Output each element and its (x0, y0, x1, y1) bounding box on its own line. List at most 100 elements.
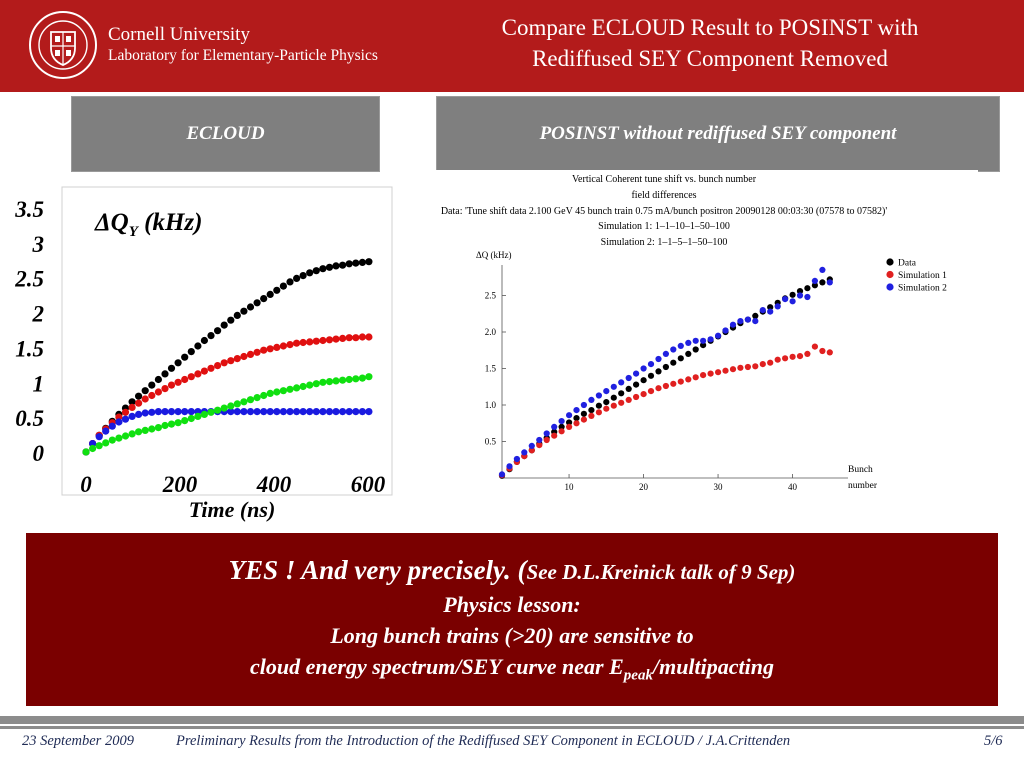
ecloud-xlabel: Time (ns) (189, 497, 276, 522)
posinst-data-point (804, 350, 811, 357)
posinst-data-point (566, 419, 573, 426)
ecloud-data-point (253, 299, 261, 307)
posinst-data-point (655, 368, 662, 375)
cornell-seal-icon (29, 11, 97, 79)
posinst-data-point (566, 412, 573, 419)
ecloud-data-point (227, 357, 235, 365)
ecloud-data-point (332, 335, 340, 343)
posinst-data-point (543, 430, 550, 437)
posinst-subtitle: field differences (631, 190, 696, 201)
ecloud-data-point (181, 353, 189, 361)
posinst-data-description: Data: 'Tune shift data 2.100 GeV 45 bunc… (441, 206, 888, 217)
posinst-data-point (729, 321, 737, 328)
ecloud-ytick-label: 2 (32, 302, 45, 327)
posinst-data-point (670, 359, 677, 366)
posinst-data-point (826, 279, 833, 286)
ecloud-data-point (286, 408, 294, 416)
posinst-data-point (618, 390, 625, 397)
ecloud-data-point (332, 408, 340, 416)
ecloud-data-point (306, 408, 314, 416)
ecloud-data-point (286, 341, 294, 349)
ecloud-data-point (207, 332, 215, 340)
posinst-data-point (685, 339, 692, 346)
posinst-data-point (722, 327, 729, 334)
ecloud-data-point (240, 398, 248, 406)
posinst-data-point (677, 355, 684, 362)
posinst-data-point (700, 342, 707, 349)
posinst-data-point (662, 363, 669, 371)
posinst-data-point (715, 332, 722, 339)
ecloud-data-point (174, 419, 182, 427)
ecloud-data-point (128, 412, 136, 420)
posinst-ytick-label: 1.5 (485, 364, 497, 374)
posinst-data-point (618, 399, 625, 406)
ecloud-data-point (319, 378, 327, 386)
posinst-data-point (573, 420, 580, 427)
ecloud-data-point (227, 408, 235, 416)
ecloud-series-3 (82, 373, 373, 456)
posinst-xlabel-line1: Bunch (848, 465, 873, 475)
ecloud-data-point (260, 391, 268, 400)
ecloud-data-point (273, 286, 281, 294)
posinst-data-point (700, 372, 707, 379)
conclusion-box: YES ! And very precisely. (See D.L.Krein… (26, 533, 998, 706)
ecloud-data-point (299, 272, 307, 280)
posinst-data-point (573, 415, 580, 422)
ecloud-data-point (95, 433, 103, 441)
ecloud-data-point (345, 408, 353, 416)
ecloud-panel-label: ECLOUD (71, 96, 380, 172)
posinst-data-point (789, 353, 796, 360)
posinst-data-point (618, 379, 625, 386)
ecloud-data-point (154, 388, 162, 396)
ecloud-data-point (128, 403, 136, 411)
posinst-data-point (528, 447, 535, 454)
ecloud-data-point (246, 303, 255, 311)
ecloud-data-point (312, 408, 320, 416)
posinst-data-point (640, 391, 647, 398)
ecloud-data-point (319, 336, 327, 345)
ecloud-data-point (365, 258, 373, 266)
posinst-xtick-label: 30 (714, 482, 724, 492)
posinst-data-point (767, 359, 774, 366)
ecloud-data-point (167, 420, 176, 428)
ecloud-data-point (128, 398, 136, 406)
posinst-data-point (603, 405, 610, 412)
posinst-ytick-label: 1.0 (485, 400, 497, 410)
ecloud-data-point (167, 381, 176, 389)
posinst-data-point (774, 356, 781, 363)
ecloud-ytick-label: 3 (32, 232, 45, 257)
ecloud-data-point (174, 378, 182, 386)
posinst-data-point (633, 370, 640, 377)
ecloud-data-point (220, 359, 228, 367)
posinst-data-point (707, 370, 714, 377)
ecloud-data-point (135, 392, 143, 400)
ecloud-data-point (148, 425, 156, 433)
posinst-data-point (744, 316, 751, 323)
posinst-xlabel-line2: number (848, 481, 878, 491)
posinst-data-point (811, 282, 818, 289)
ecloud-data-point (102, 439, 110, 447)
posinst-legend-label: Simulation 2 (898, 284, 947, 294)
posinst-data-point (625, 396, 632, 403)
ecloud-data-point (121, 408, 130, 416)
posinst-data-point (640, 377, 647, 384)
posinst-data-point (588, 407, 595, 414)
ecloud-data-point (194, 370, 202, 378)
posinst-data-point (782, 296, 789, 303)
posinst-data-point (633, 381, 640, 388)
ecloud-data-point (214, 362, 222, 370)
ecloud-data-point (339, 376, 347, 384)
posinst-data-point (603, 388, 610, 395)
ecloud-data-point (260, 408, 268, 416)
posinst-data-point (796, 353, 804, 360)
ecloud-data-point (207, 364, 215, 372)
ecloud-data-point (135, 428, 143, 436)
posinst-data-point (595, 392, 602, 399)
ecloud-data-point (312, 380, 320, 388)
ecloud-data-point (227, 316, 235, 324)
posinst-data-point (536, 436, 543, 444)
ecloud-data-point (299, 382, 307, 391)
ecloud-data-point (233, 400, 241, 408)
ecloud-data-point (293, 384, 301, 392)
ecloud-data-point (200, 336, 208, 345)
